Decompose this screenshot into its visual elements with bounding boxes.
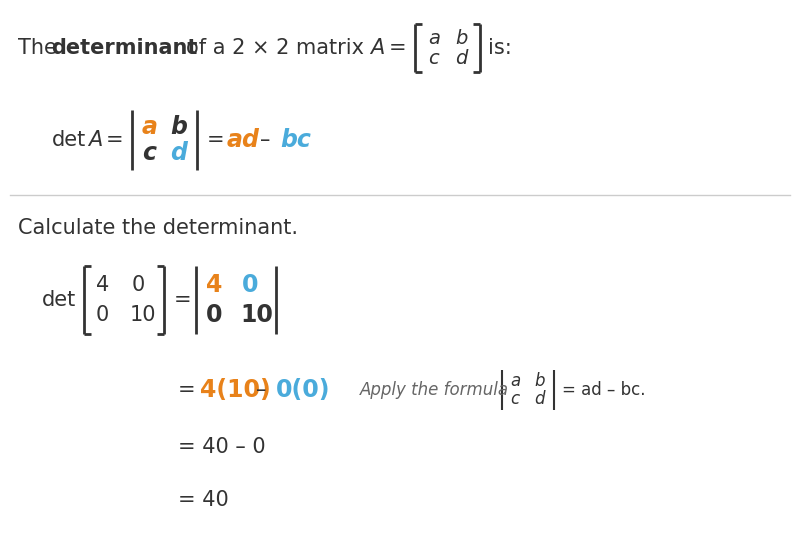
Text: A: A xyxy=(370,38,384,58)
Text: is:: is: xyxy=(488,38,512,58)
Text: –: – xyxy=(260,130,270,150)
Text: 4(10): 4(10) xyxy=(200,378,270,402)
Text: b: b xyxy=(534,372,545,390)
Text: =: = xyxy=(106,130,124,150)
Text: 10: 10 xyxy=(130,305,157,325)
Text: =: = xyxy=(178,380,196,400)
Text: = 40 – 0: = 40 – 0 xyxy=(178,437,266,457)
Text: 0: 0 xyxy=(242,273,258,297)
Text: Apply the formula: Apply the formula xyxy=(360,381,509,399)
Text: –: – xyxy=(256,380,266,400)
Text: b: b xyxy=(170,115,187,139)
Text: 4: 4 xyxy=(206,273,222,297)
Text: determinant: determinant xyxy=(51,38,198,58)
Text: =: = xyxy=(389,38,406,58)
Text: of a 2 × 2 matrix: of a 2 × 2 matrix xyxy=(186,38,364,58)
Text: det: det xyxy=(52,130,86,150)
Text: b: b xyxy=(455,28,467,47)
Text: det: det xyxy=(42,290,76,310)
Text: The: The xyxy=(18,38,57,58)
Text: 4: 4 xyxy=(96,275,110,295)
Text: 10: 10 xyxy=(240,303,273,327)
Text: c: c xyxy=(428,49,438,68)
Text: 0: 0 xyxy=(132,275,146,295)
Text: a: a xyxy=(510,372,520,390)
Text: bc: bc xyxy=(280,128,311,152)
Text: = 40: = 40 xyxy=(178,490,229,510)
Text: d: d xyxy=(534,390,545,408)
Text: 0: 0 xyxy=(206,303,222,327)
Text: Calculate the determinant.: Calculate the determinant. xyxy=(18,218,298,238)
Text: a: a xyxy=(428,28,440,47)
Text: ad: ad xyxy=(227,128,260,152)
Text: d: d xyxy=(170,141,187,165)
Text: c: c xyxy=(510,390,519,408)
Text: 0(0): 0(0) xyxy=(276,378,330,402)
Text: d: d xyxy=(455,49,467,68)
Text: =: = xyxy=(174,290,192,310)
Text: =: = xyxy=(207,130,225,150)
Text: A: A xyxy=(88,130,102,150)
Text: 0: 0 xyxy=(96,305,110,325)
Text: c: c xyxy=(142,141,156,165)
Text: a: a xyxy=(142,115,158,139)
Text: = ad – bc.: = ad – bc. xyxy=(562,381,646,399)
